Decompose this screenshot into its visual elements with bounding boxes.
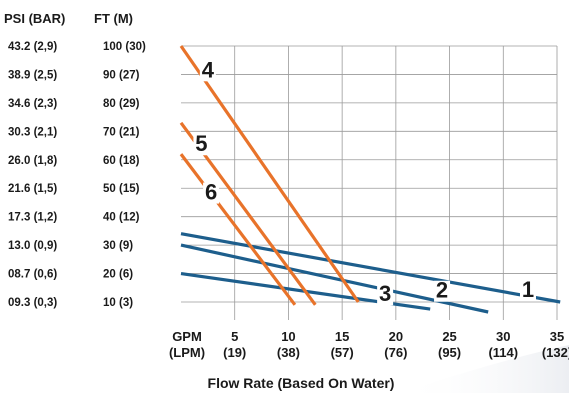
curve-3-label-bg xyxy=(377,284,394,306)
curve-5-label-bg xyxy=(193,134,210,156)
x-tick-lpm: (132) xyxy=(542,345,569,360)
y-tick-ft: 10 (3) xyxy=(103,297,133,309)
y-tick-ft: 90 (27) xyxy=(103,69,140,81)
curve-1-label: 1 xyxy=(522,277,534,302)
x-tick-lpm: (114) xyxy=(488,345,518,360)
x-tick-gpm: 25 xyxy=(442,329,456,344)
y-tick-psi: 21.6 (1,5) xyxy=(8,183,57,195)
curve-2-label: 2 xyxy=(436,278,448,303)
x-tick-labels: 5(19) 10(38) 15(57) 20(76) 25(95) 30(114) 35(1… xyxy=(223,329,569,360)
y-tick-ft: 30 (9) xyxy=(103,240,133,252)
x-tick-gpm: 15 xyxy=(335,329,349,344)
y-tick-ft: 50 (15) xyxy=(103,183,140,195)
x-tick-lpm: (19) xyxy=(223,345,246,360)
x-tick-gpm: 30 xyxy=(496,329,510,344)
y-tick-psi: 17.3 (1,2) xyxy=(8,212,57,224)
curve-2-label-bg xyxy=(434,280,451,302)
y-tick-psi: 13.0 (0,9) xyxy=(8,240,57,252)
x-tick-gpm: 20 xyxy=(389,329,403,344)
y-tick-labels: 09.3 (0,3) 10 (3) 08.7 (0,6) 20 (6) 13.0 (0,… xyxy=(8,41,146,309)
y-tick-ft: 20 (6) xyxy=(103,269,133,281)
y-tick-psi: 38.9 (2,5) xyxy=(8,69,57,81)
y-tick-psi: 08.7 (0,6) xyxy=(8,269,57,281)
curve-4-line xyxy=(179,45,360,303)
curve-6-label-bg xyxy=(203,182,220,204)
y-tick-psi: 30.3 (2,1) xyxy=(8,126,57,138)
curve-4-label-bg xyxy=(199,60,216,82)
y-tick-ft: 40 (12) xyxy=(103,212,140,224)
decorative-swoosh xyxy=(400,345,569,393)
y-tick-ft: 80 (29) xyxy=(103,98,140,110)
x-tick-lpm: (76) xyxy=(384,345,407,360)
x-tick-gpm: 35 xyxy=(550,329,564,344)
psi-axis-header: PSI (BAR) xyxy=(4,11,65,26)
curve-1-label-bg xyxy=(519,279,536,301)
y-tick-ft: 60 (18) xyxy=(103,155,140,167)
curve-3-label: 3 xyxy=(379,281,391,306)
curve-number-labels: 1 2 3 4 5 6 xyxy=(193,57,536,306)
x-axis-title: Flow Rate (Based On Water) xyxy=(208,375,395,391)
y-tick-ft: 100 (30) xyxy=(103,41,146,53)
x-tick-lpm: (57) xyxy=(331,345,354,360)
ft-axis-header: FT (M) xyxy=(94,11,133,26)
y-tick-psi: 34.6 (2,3) xyxy=(8,98,57,110)
y-tick-psi: 26.0 (1,8) xyxy=(8,155,57,167)
x-tick-lpm: (95) xyxy=(438,345,461,360)
lpm-unit-label: (LPM) xyxy=(169,345,205,360)
curve-6-line xyxy=(179,153,297,306)
y-tick-psi: 09.3 (0,3) xyxy=(8,297,57,309)
y-tick-psi: 43.2 (2,9) xyxy=(8,41,57,53)
x-tick-lpm: (38) xyxy=(277,345,300,360)
curve-6-label: 6 xyxy=(205,180,217,205)
grid-lines xyxy=(181,45,558,320)
gpm-unit-label: GPM xyxy=(172,329,202,344)
curve-5-label: 5 xyxy=(195,131,207,156)
curve-4-label: 4 xyxy=(202,57,215,82)
curve-1-line xyxy=(180,232,561,304)
x-tick-gpm: 5 xyxy=(231,329,238,344)
y-tick-ft: 70 (21) xyxy=(103,126,140,138)
x-tick-gpm: 10 xyxy=(281,329,295,344)
